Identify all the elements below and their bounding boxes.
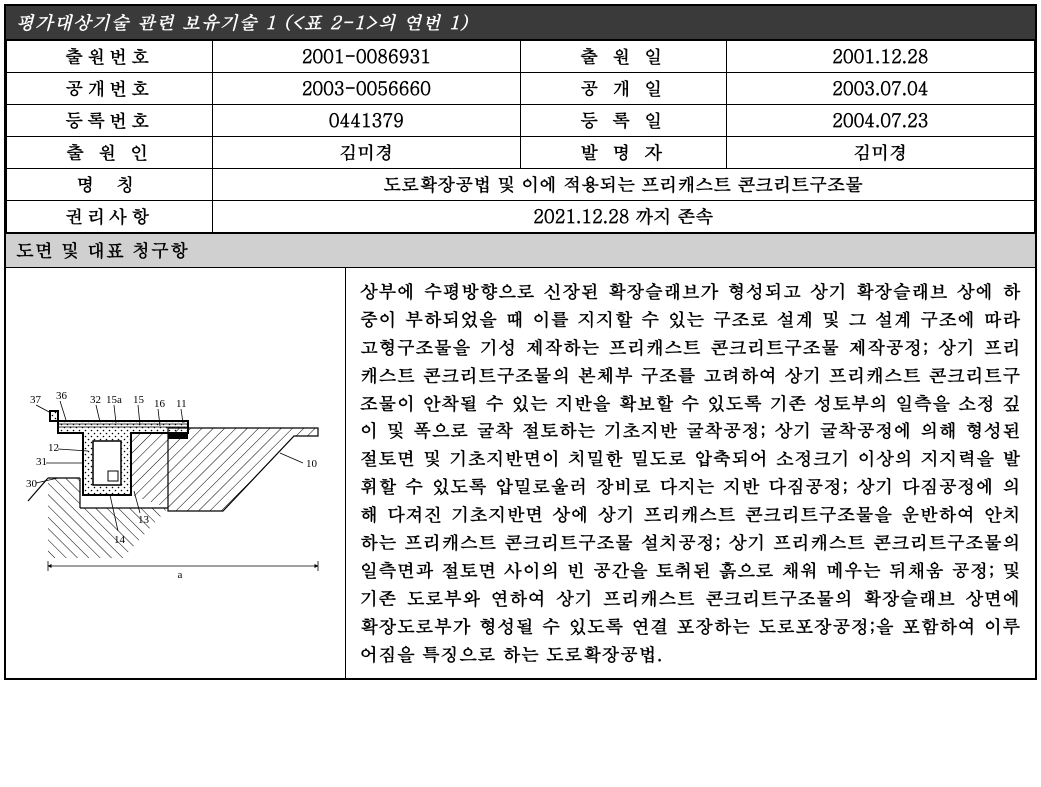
patent-drawing: 37 36 32 15a 15 16 11 12 31 30 13 14 10 xyxy=(18,363,333,583)
dwg-label-36: 36 xyxy=(56,390,68,402)
label-title: 명 칭 xyxy=(7,169,213,201)
value-reg-date: 2004.07.23 xyxy=(726,105,1034,137)
dwg-label-30: 30 xyxy=(26,478,38,490)
info-table: 출원번호 2001-0086931 출 원 일 2001.12.28 공개번호 … xyxy=(6,40,1035,233)
value-reg-no: 0441379 xyxy=(212,105,520,137)
value-pub-date: 2003.07.04 xyxy=(726,73,1034,105)
section-header: 도면 및 대표 청구항 xyxy=(6,233,1035,267)
label-pub-no: 공개번호 xyxy=(7,73,213,105)
table-row: 출 원 인 김미경 발 명 자 김미경 xyxy=(7,137,1035,169)
table-row: 등록번호 0441379 등 록 일 2004.07.23 xyxy=(7,105,1035,137)
label-rights: 권리사항 xyxy=(7,201,213,233)
card-header: 평가대상기술 관련 보유기술 1 (<표 2-1>의 연번 1) xyxy=(6,6,1035,40)
dwg-label-10: 10 xyxy=(306,458,318,470)
value-applicant: 김미경 xyxy=(212,137,520,169)
label-pub-date: 공 개 일 xyxy=(520,73,726,105)
label-app-date: 출 원 일 xyxy=(520,41,726,73)
dwg-label-15a: 15a xyxy=(106,394,122,406)
dwg-label-14: 14 xyxy=(114,534,126,546)
value-title: 도로확장공법 및 이에 적용되는 프리캐스트 콘크리트구조물 xyxy=(212,169,1034,201)
value-app-date: 2001.12.28 xyxy=(726,41,1034,73)
dwg-label-16: 16 xyxy=(154,398,166,410)
table-row: 공개번호 2003-0056660 공 개 일 2003.07.04 xyxy=(7,73,1035,105)
patent-info-card: 평가대상기술 관련 보유기술 1 (<표 2-1>의 연번 1) 출원번호 20… xyxy=(4,4,1037,680)
label-app-no: 출원번호 xyxy=(7,41,213,73)
dwg-label-13: 13 xyxy=(138,514,150,526)
dwg-label-11: 11 xyxy=(176,398,187,410)
dwg-label-32: 32 xyxy=(90,394,101,406)
label-inventor: 발 명 자 xyxy=(520,137,726,169)
label-applicant: 출 원 인 xyxy=(7,137,213,169)
table-row: 출원번호 2001-0086931 출 원 일 2001.12.28 xyxy=(7,41,1035,73)
value-pub-no: 2003-0056660 xyxy=(212,73,520,105)
value-rights: 2021.12.28 까지 존속 xyxy=(212,201,1034,233)
section-title: 도면 및 대표 청구항 xyxy=(16,238,189,263)
dwg-label-31: 31 xyxy=(36,456,47,468)
dwg-label-37: 37 xyxy=(30,394,42,406)
dwg-label-15: 15 xyxy=(133,394,145,406)
value-inventor: 김미경 xyxy=(726,137,1034,169)
content-row: 37 36 32 15a 15 16 11 12 31 30 13 14 10 xyxy=(6,267,1035,678)
table-row: 명 칭 도로확장공법 및 이에 적용되는 프리캐스트 콘크리트구조물 xyxy=(7,169,1035,201)
dwg-label-a: a xyxy=(178,569,183,581)
table-row: 권리사항 2021.12.28 까지 존속 xyxy=(7,201,1035,233)
label-reg-no: 등록번호 xyxy=(7,105,213,137)
claim-text: 상부에 수평방향으로 신장된 확장슬래브가 형성되고 상기 확장슬래브 상에 하… xyxy=(346,268,1035,678)
label-reg-date: 등 록 일 xyxy=(520,105,726,137)
dwg-label-12: 12 xyxy=(48,442,59,454)
value-app-no: 2001-0086931 xyxy=(212,41,520,73)
card-header-title: 평가대상기술 관련 보유기술 1 (<표 2-1>의 연번 1) xyxy=(16,10,468,35)
drawing-cell: 37 36 32 15a 15 16 11 12 31 30 13 14 10 xyxy=(6,268,346,678)
